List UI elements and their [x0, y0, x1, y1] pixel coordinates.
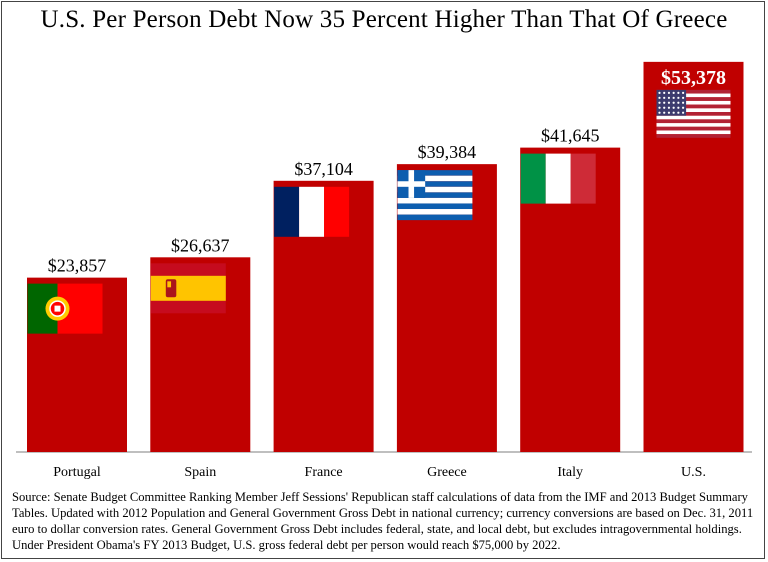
- italy-flag-icon: [520, 153, 596, 204]
- bar-value-label: $26,637: [171, 235, 230, 255]
- us-flag-icon: [656, 89, 731, 138]
- spain-flag-icon: [150, 263, 226, 314]
- category-label: U.S.: [681, 465, 706, 480]
- greece-flag-icon: [397, 170, 473, 221]
- category-label: Greece: [427, 465, 467, 480]
- source-note: Source: Senate Budget Committee Ranking …: [12, 490, 754, 552]
- bar-value-label: $41,645: [541, 126, 600, 146]
- bar-value-label: $37,104: [294, 159, 353, 179]
- category-label: Italy: [557, 465, 583, 480]
- bar-value-label: $23,857: [48, 256, 107, 276]
- category-label: Portugal: [53, 465, 101, 480]
- chart-title: U.S. Per Person Debt Now 35 Percent High…: [40, 6, 728, 33]
- france-flag-icon: [274, 186, 350, 237]
- portugal-flag-icon: [27, 283, 103, 334]
- category-label: Spain: [184, 465, 216, 480]
- bar-value-label: $39,384: [418, 142, 477, 162]
- bar-value-label: $53,378: [661, 67, 726, 89]
- category-label: France: [305, 465, 343, 480]
